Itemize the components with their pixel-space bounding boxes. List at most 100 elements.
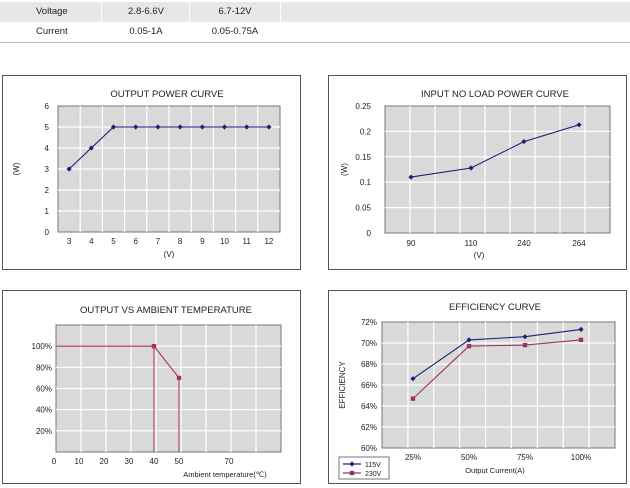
x-tick-label: 20: [100, 457, 109, 466]
series-line: [412, 328, 582, 380]
x-tick-label: 90: [407, 239, 416, 248]
y-axis-label: (W): [340, 163, 349, 176]
legend-box: [338, 456, 390, 480]
y-tick-label: 6: [45, 102, 50, 111]
x-tick-label: 3: [67, 237, 72, 246]
data-point: [408, 174, 414, 180]
y-tick-label: 1: [45, 207, 50, 216]
y-tick-label: 60%: [361, 444, 377, 453]
y-axis-label: EFFICIENCY: [338, 361, 347, 409]
y-tick-label: 66%: [361, 381, 377, 390]
y-axis-label: (W): [12, 162, 21, 175]
x-tick-label: 10: [75, 457, 84, 466]
data-point: [221, 124, 228, 130]
x-tick-label: 8: [178, 237, 183, 246]
x-tick-label: 240: [517, 239, 531, 248]
efficiency-chart: EFFICIENCY CURVE 60% 62% 64% 66% 68% 70% 72% 25%…: [338, 302, 616, 480]
y-tick-label: 0: [367, 229, 372, 238]
data-point: [468, 165, 474, 171]
data-point: [521, 138, 527, 145]
x-axis-label: Output Current(A): [465, 466, 525, 475]
series-line: [410, 124, 580, 178]
plot-area: [384, 105, 611, 234]
x-tick-label: 25%: [405, 453, 421, 462]
x-tick-label: 5: [111, 237, 116, 246]
y-tick-label: 68%: [361, 360, 377, 369]
y-tick-label: 20%: [36, 427, 52, 436]
spec-table: Voltage 2.8-6.6V 6.7-12V Current 0.05-1A…: [0, 0, 630, 44]
data-point: [110, 124, 117, 130]
data-point: [244, 124, 250, 130]
x-tick-label: 30: [125, 457, 134, 466]
spec-value: 6.7-12V: [190, 2, 281, 22]
y-tick-label: 0: [45, 228, 50, 237]
output-vs-temp-chart: OUTPUT VS AMBIENT TEMPERATURE 20% 40% 60% 80…: [32, 305, 282, 479]
efficiency-panel: EFFICIENCY CURVE 60% 62% 64% 66% 68% 70% 72% 25%…: [328, 290, 627, 484]
output-vs-temp-panel: OUTPUT VS AMBIENT TEMPERATURE 20% 40% 60% 80…: [2, 290, 301, 484]
series-line: [68, 126, 269, 170]
x-tick-label: 10: [220, 237, 229, 246]
data-point: [176, 375, 182, 381]
y-tick-label: 72%: [361, 318, 377, 327]
y-tick-label: 40%: [36, 406, 52, 415]
spec-label: Voltage: [4, 2, 102, 22]
legend-label: 230V: [365, 471, 382, 478]
x-tick-label: 6: [133, 237, 138, 246]
legend-label: 115V: [365, 462, 381, 469]
x-tick-label: 7: [156, 237, 161, 246]
y-tick-label: 0.25: [355, 102, 371, 111]
data-point: [522, 334, 528, 340]
y-tick-label: 100%: [32, 342, 52, 351]
spec-row-current: Current 0.05-1A 0.05-0.75A: [0, 22, 630, 43]
y-tick-label: 0.2: [360, 127, 372, 136]
data-point: [466, 337, 472, 343]
x-tick-label: 12: [264, 237, 273, 246]
spec-label: Current: [36, 26, 68, 37]
data-point: [151, 343, 157, 349]
x-tick-label: 50: [175, 457, 184, 466]
data-point: [410, 396, 416, 401]
y-tick-label: 70%: [361, 339, 377, 348]
data-point: [155, 124, 161, 130]
data-point: [88, 145, 94, 151]
x-tick-label: 4: [89, 237, 94, 246]
x-tick-label: 50%: [461, 453, 477, 462]
x-tick-label: 70: [225, 457, 234, 466]
x-axis-label: (V): [474, 251, 485, 260]
data-point: [522, 342, 528, 348]
data-point: [466, 343, 472, 349]
data-point: [199, 124, 205, 130]
y-tick-label: 0.15: [355, 153, 371, 162]
chart-title: OUTPUT POWER CURVE: [110, 89, 223, 100]
series-line: [412, 339, 582, 400]
y-tick-label: 0.1: [360, 178, 372, 187]
x-tick-label: 100%: [571, 453, 591, 462]
y-tick-label: 3: [45, 165, 50, 174]
y-tick-label: 64%: [361, 402, 377, 411]
x-tick-label: 9: [200, 237, 205, 246]
x-axis-label: Ambient temperature(℃): [183, 470, 267, 479]
y-tick-label: 5: [45, 123, 50, 132]
x-tick-label: 110: [465, 239, 478, 248]
data-point: [133, 124, 139, 130]
data-point: [66, 166, 72, 172]
output-power-panel: OUTPUT POWER CURVE 0 1 2 3 4 5 6 3 4 5 6 7 8 9 10 11 12 (V…: [2, 75, 301, 270]
chart-title: INPUT NO LOAD POWER CURVE: [421, 89, 569, 100]
y-tick-label: 4: [45, 144, 50, 153]
y-tick-label: 0.05: [355, 204, 371, 213]
x-tick-label: 40: [150, 457, 159, 466]
data-point: [177, 124, 183, 130]
spec-value: 2.8-6.6V: [103, 2, 190, 22]
y-tick-label: 62%: [361, 423, 377, 432]
data-point: [578, 337, 584, 343]
input-no-load-chart: INPUT NO LOAD POWER CURVE 0 0.05 0.1 0.15 0.2…: [340, 89, 611, 260]
x-axis-label: (V): [164, 250, 175, 259]
chart-title: EFFICIENCY CURVE: [449, 302, 541, 313]
spec-value: 0.05-1A: [129, 26, 163, 37]
data-point: [576, 122, 582, 128]
y-tick-label: 80%: [36, 363, 52, 372]
x-tick-label: 75%: [517, 453, 533, 462]
data-point: [266, 124, 272, 130]
chart-title: OUTPUT VS AMBIENT TEMPERATURE: [80, 305, 252, 316]
